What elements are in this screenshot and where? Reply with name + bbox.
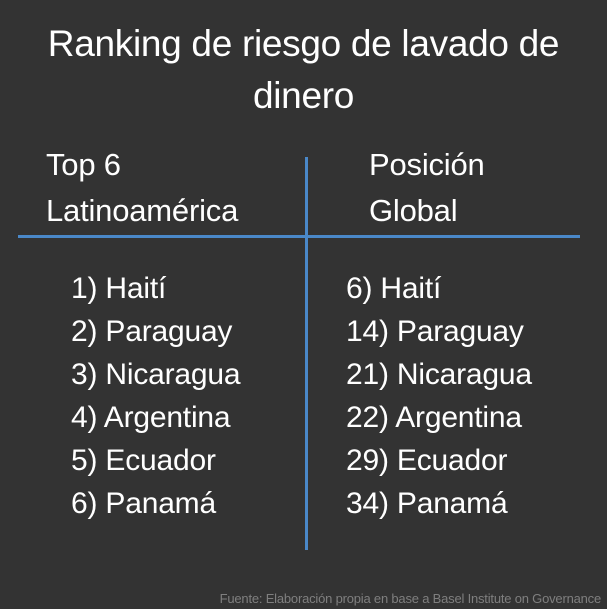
- global-position-list: 6) Haití 14) Paraguay 21) Nicaragua 22) …: [346, 267, 532, 525]
- list-item: 34) Panamá: [346, 487, 508, 520]
- source-footnote: Fuente: Elaboración propia en base a Bas…: [219, 591, 602, 606]
- latam-ranking-list: 1) Haití 2) Paraguay 3) Nicaragua 4) Arg…: [71, 267, 241, 525]
- list-item: 3) Nicaragua: [71, 358, 241, 391]
- list-item: 21) Nicaragua: [346, 358, 532, 391]
- vertical-divider: [305, 157, 308, 550]
- list-item: 2) Paraguay: [71, 315, 233, 348]
- column-header-top6-line2: Latinoamérica: [46, 193, 239, 228]
- list-item: 6) Haití: [346, 272, 442, 305]
- horizontal-divider: [18, 235, 580, 238]
- column-header-global-line1: Posición: [369, 147, 485, 182]
- column-header-top6: Top 6 Latinoamérica: [46, 142, 238, 234]
- list-item: 22) Argentina: [346, 401, 522, 434]
- list-item: 5) Ecuador: [71, 444, 216, 477]
- list-item: 4) Argentina: [71, 401, 231, 434]
- column-header-global-line2: Global: [369, 193, 458, 228]
- list-item: 1) Haití: [71, 272, 167, 305]
- column-header-global-position: Posición Global: [369, 142, 485, 234]
- list-item: 14) Paraguay: [346, 315, 524, 348]
- column-header-top6-line1: Top 6: [46, 147, 121, 182]
- list-item: 6) Panamá: [71, 487, 216, 520]
- list-item: 29) Ecuador: [346, 444, 508, 477]
- page-title: Ranking de riesgo de lavado de dinero: [47, 23, 560, 116]
